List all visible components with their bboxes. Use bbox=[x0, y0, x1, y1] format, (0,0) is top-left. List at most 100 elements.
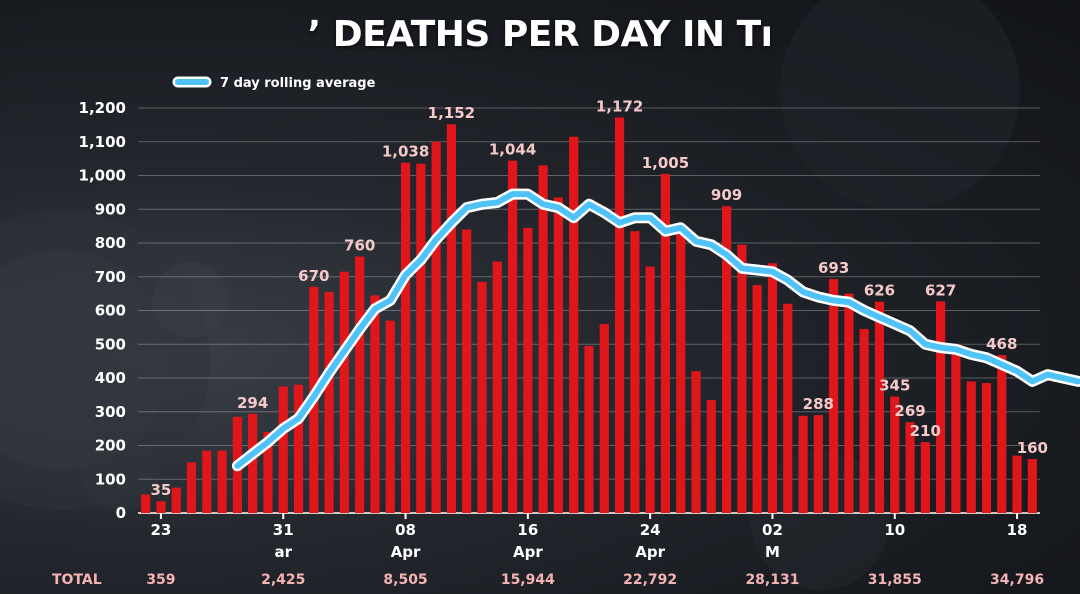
y-tick-label: 100 bbox=[95, 470, 126, 488]
bar bbox=[263, 432, 273, 513]
bar bbox=[385, 320, 395, 513]
bar bbox=[645, 266, 655, 513]
data-label: 269 bbox=[894, 402, 925, 420]
x-tick-day: 02 bbox=[762, 521, 783, 539]
bar bbox=[691, 371, 701, 513]
x-tick-day: 18 bbox=[1007, 521, 1028, 539]
bar bbox=[630, 231, 640, 513]
totals-label: TOTAL bbox=[52, 572, 102, 588]
x-tick-month: ar bbox=[274, 543, 292, 561]
data-label: 626 bbox=[864, 282, 895, 300]
bar bbox=[339, 271, 349, 513]
bar bbox=[813, 415, 823, 513]
bars bbox=[141, 117, 1037, 514]
bar bbox=[400, 162, 411, 514]
bar bbox=[248, 413, 258, 513]
bar bbox=[553, 197, 564, 513]
data-label: 468 bbox=[986, 335, 1017, 353]
bar bbox=[202, 450, 212, 513]
bar bbox=[981, 383, 992, 513]
total-value: 22,792 bbox=[623, 572, 677, 588]
bar bbox=[660, 173, 671, 513]
bar bbox=[293, 384, 304, 513]
total-value: 28,131 bbox=[745, 572, 799, 588]
total-value: 2,425 bbox=[261, 572, 305, 588]
bar bbox=[1012, 455, 1022, 513]
data-label: 288 bbox=[803, 395, 834, 413]
bar bbox=[767, 263, 778, 513]
x-tick-day: 16 bbox=[517, 521, 538, 539]
bar bbox=[997, 355, 1007, 513]
x-tick-day: 10 bbox=[884, 521, 905, 539]
data-label: 210 bbox=[910, 422, 941, 440]
data-label: 909 bbox=[711, 186, 742, 204]
data-label: 1,038 bbox=[382, 143, 429, 161]
y-tick-label: 1,000 bbox=[79, 167, 126, 185]
x-tick-day: 08 bbox=[395, 521, 416, 539]
bar bbox=[890, 396, 900, 513]
rolling-average-line bbox=[234, 191, 1080, 469]
bar bbox=[676, 227, 686, 513]
total-value: 15,944 bbox=[501, 572, 555, 588]
bar bbox=[324, 291, 334, 513]
bar bbox=[523, 227, 533, 513]
bar bbox=[905, 422, 915, 513]
y-tick-label: 0 bbox=[116, 504, 126, 522]
bar bbox=[874, 301, 885, 513]
bar bbox=[829, 279, 839, 513]
bar bbox=[538, 165, 548, 513]
data-label: 627 bbox=[925, 281, 956, 299]
bar bbox=[783, 303, 793, 513]
totals-row: TOTAL 359 2,425 8,505 15,944 22,792 28,131 31,8… bbox=[52, 572, 1044, 588]
bar bbox=[936, 301, 946, 513]
y-tick-label: 200 bbox=[95, 437, 126, 455]
y-tick-label: 400 bbox=[95, 369, 126, 387]
x-tick-day: 24 bbox=[640, 521, 661, 539]
bar bbox=[355, 256, 365, 513]
y-tick-label: 1,100 bbox=[79, 133, 126, 151]
total-value: 359 bbox=[146, 572, 175, 588]
bar bbox=[859, 329, 869, 513]
data-labels: 35 294 670 760 1,038 1,152 1,044 1,172 1,005 909 2… bbox=[150, 97, 1048, 499]
y-axis: 0 100 200 300 400 500 600 700 800 900 1,000 1,100 1,… bbox=[79, 99, 126, 522]
total-value: 31,855 bbox=[868, 572, 922, 588]
x-axis: 23 31 ar 08 Apr 16 Apr 24 Apr 02 M 10 18 bbox=[150, 513, 1028, 561]
total-value: 8,505 bbox=[383, 572, 427, 588]
x-tick-month: Apr bbox=[391, 543, 421, 561]
bar bbox=[171, 487, 181, 513]
data-label: 294 bbox=[237, 394, 268, 412]
y-tick-label: 800 bbox=[95, 234, 126, 252]
bar bbox=[416, 163, 426, 513]
data-label: 693 bbox=[818, 259, 849, 277]
bar bbox=[431, 141, 441, 513]
bar bbox=[446, 124, 456, 513]
bar bbox=[141, 494, 151, 513]
bar bbox=[492, 261, 502, 513]
x-tick-day: 23 bbox=[150, 521, 171, 539]
x-tick-month: Apr bbox=[513, 543, 543, 561]
bar bbox=[507, 160, 518, 513]
data-label: 1,172 bbox=[596, 97, 643, 115]
bar bbox=[462, 229, 472, 513]
bar bbox=[614, 117, 625, 513]
data-label: 160 bbox=[1017, 439, 1048, 457]
bar bbox=[370, 295, 380, 513]
bar bbox=[599, 324, 609, 513]
bar bbox=[722, 206, 732, 513]
bar bbox=[278, 386, 288, 513]
rolling-average-layer bbox=[231, 188, 1080, 472]
data-label: 345 bbox=[879, 377, 910, 395]
total-value: 34,796 bbox=[990, 572, 1044, 588]
data-label: 1,044 bbox=[489, 141, 536, 159]
bar bbox=[798, 415, 808, 513]
bar bbox=[569, 136, 579, 513]
y-tick-label: 300 bbox=[95, 403, 126, 421]
bar bbox=[920, 442, 930, 513]
bar bbox=[1027, 459, 1037, 513]
bar bbox=[737, 244, 747, 513]
legend: 7 day rolling average bbox=[172, 76, 376, 91]
bar bbox=[186, 462, 197, 513]
data-label: 760 bbox=[344, 237, 375, 255]
